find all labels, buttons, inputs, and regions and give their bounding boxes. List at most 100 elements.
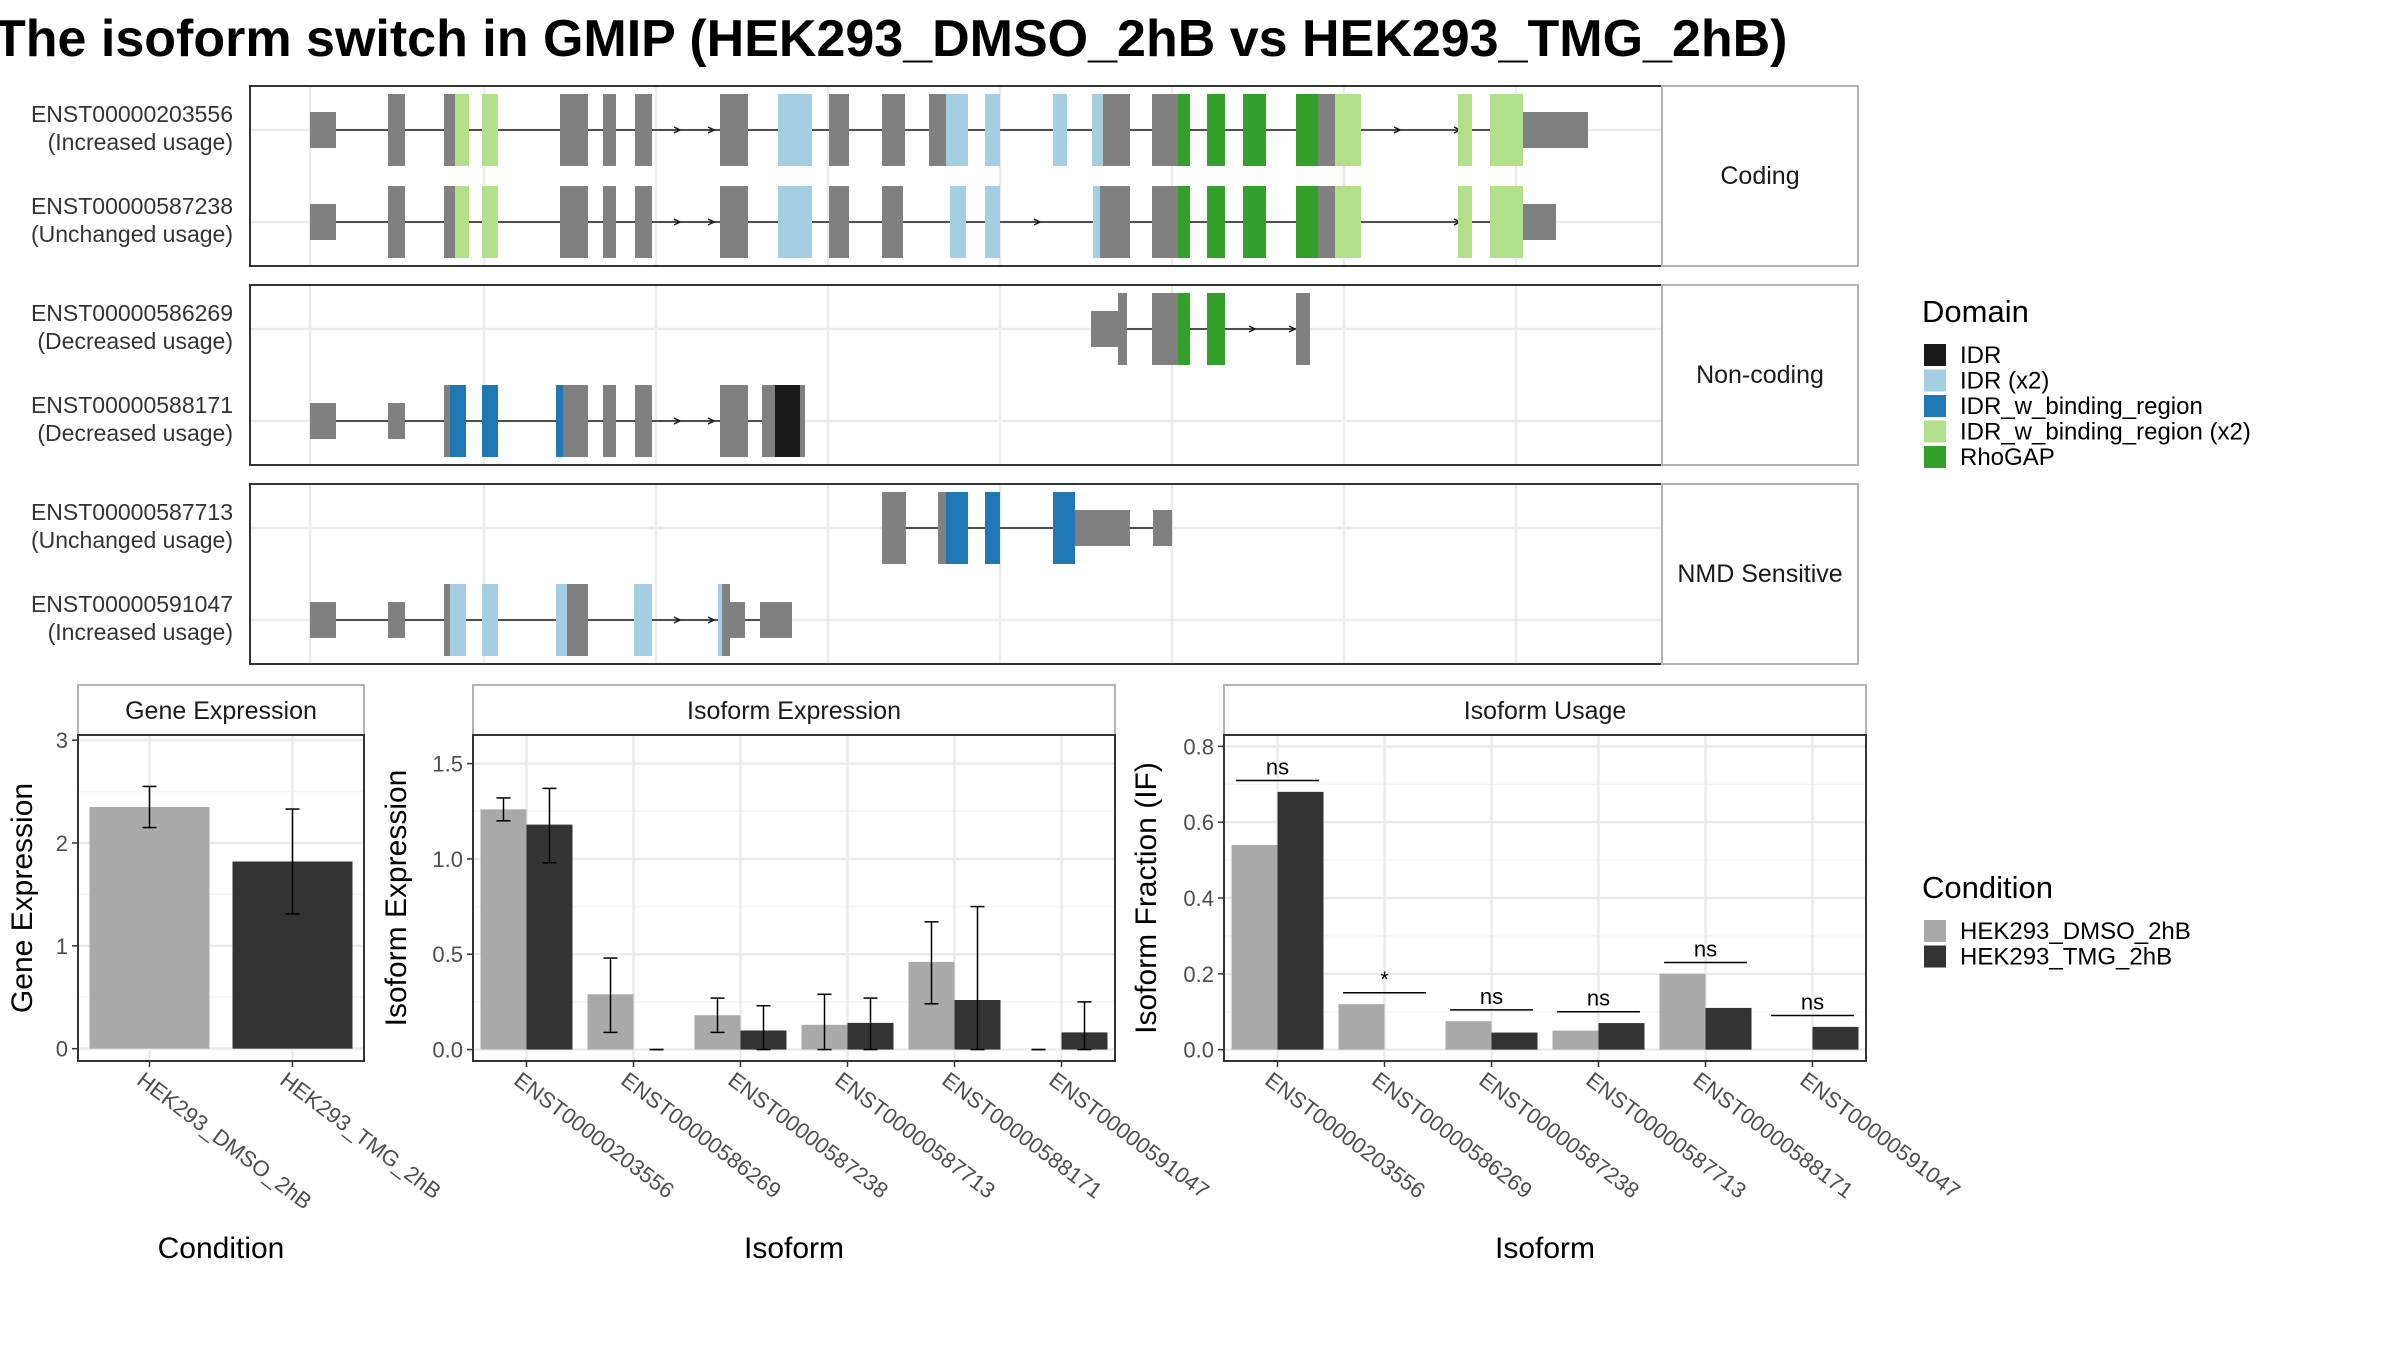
- y-tick-label: 0.5: [432, 942, 463, 967]
- domain-exon: [775, 385, 800, 457]
- bar: [480, 809, 527, 1050]
- x-axis-title: Isoform: [744, 1232, 844, 1265]
- intron-arrow: [1033, 218, 1042, 226]
- domain-exon: [634, 584, 652, 656]
- bar: [1812, 1026, 1859, 1050]
- exon: [388, 94, 405, 166]
- panel-strip: [1223, 684, 1867, 736]
- domain-exon: [556, 584, 567, 656]
- legend-label: HEK293_TMG_2hB: [1960, 944, 2172, 971]
- exon: [1153, 510, 1172, 546]
- error-bar: [603, 957, 618, 1034]
- transcript-row: ENST00000587238(Unchanged usage): [31, 186, 1556, 258]
- error-bar: [1077, 1001, 1092, 1051]
- exon: [560, 186, 588, 258]
- intron-arrow: [707, 218, 716, 226]
- exon: [1152, 94, 1178, 166]
- exon: [720, 385, 748, 457]
- domain-exon: [482, 385, 498, 457]
- significance-label: ns: [1480, 984, 1503, 1009]
- plot-background: [473, 735, 1115, 1061]
- x-axis-title: Condition: [158, 1232, 285, 1265]
- panel-strip: [77, 684, 365, 736]
- y-tick-label: 1: [56, 934, 68, 959]
- error-bar: [542, 787, 557, 864]
- error-bar: [142, 785, 157, 829]
- domain-exon: [1053, 492, 1075, 564]
- error-bar: [710, 997, 725, 1034]
- exon: [1152, 186, 1178, 258]
- exon: [1318, 94, 1335, 166]
- y-tick-label: 0.6: [1183, 810, 1214, 835]
- domain-exon: [946, 492, 968, 564]
- bar: [1277, 791, 1324, 1050]
- domain-exon: [1207, 94, 1225, 166]
- exon: [563, 385, 588, 457]
- y-tick-label: 0.4: [1183, 886, 1214, 911]
- bar: [1338, 1004, 1385, 1050]
- exon: [1523, 204, 1556, 240]
- transcript-row: ENST00000587713(Unchanged usage): [31, 492, 1172, 564]
- facet-strip: [1661, 483, 1859, 665]
- y-axis-title: Gene Expression: [6, 783, 39, 1013]
- y-axis-title: Isoform Expression: [380, 770, 413, 1027]
- legend-key: [1924, 920, 1946, 942]
- exon: [1075, 510, 1130, 546]
- domain-exon: [1207, 186, 1225, 258]
- exon: [829, 94, 849, 166]
- transcript-id: ENST00000586269: [31, 300, 233, 326]
- domain-exon: [455, 94, 469, 166]
- legend-key: [1924, 420, 1946, 443]
- intron-arrow: [1393, 126, 1402, 134]
- significance-label: *: [1380, 967, 1389, 992]
- exon: [388, 602, 405, 638]
- exon: [635, 385, 652, 457]
- y-tick-label: 0.0: [432, 1038, 463, 1063]
- legend-label: IDR (x2): [1960, 368, 2049, 395]
- legend-key: [1924, 446, 1946, 468]
- domain-exon: [450, 584, 466, 656]
- intron-arrow: [707, 616, 716, 624]
- intron-arrow: [1248, 325, 1257, 333]
- intron-arrow: [707, 417, 716, 425]
- y-tick-label: 0.0: [1183, 1038, 1214, 1063]
- transcript-usage: (Decreased usage): [37, 420, 233, 446]
- facet-strip: [1661, 85, 1859, 267]
- legend-label: HEK293_DMSO_2hB: [1960, 918, 2191, 945]
- chart-title: Isoform Usage: [1464, 697, 1627, 725]
- legend-label: RhoGAP: [1960, 444, 2055, 471]
- bar: [1445, 1021, 1492, 1050]
- transcript-id: ENST00000203556: [31, 101, 233, 127]
- domain-exon: [1296, 186, 1318, 258]
- legend-label: IDR_w_binding_region: [1960, 393, 2203, 420]
- domain-exon: [985, 492, 1000, 564]
- domain-exon: [1490, 186, 1523, 258]
- exon: [1318, 186, 1335, 258]
- exon: [310, 112, 336, 148]
- transcript-usage: (Decreased usage): [37, 328, 233, 354]
- transcript-id: ENST00000591047: [31, 591, 233, 617]
- domain-legend-title: Domain: [1922, 294, 2029, 329]
- domain-exon: [1178, 293, 1190, 365]
- exon: [310, 602, 336, 638]
- transcript-id: ENST00000587238: [31, 193, 233, 219]
- y-tick-label: 1.5: [432, 752, 463, 777]
- domain-exon: [778, 94, 812, 166]
- plot-border: [1223, 734, 1867, 1062]
- transcript-usage: (Increased usage): [48, 129, 233, 155]
- transcript-id: ENST00000587713: [31, 499, 233, 525]
- domain-exon: [482, 186, 498, 258]
- error-bar: [924, 921, 939, 1005]
- exon: [882, 186, 903, 258]
- intron-arrow: [1288, 325, 1297, 333]
- transcript-usage: (Increased usage): [48, 619, 233, 645]
- exon: [635, 186, 652, 258]
- bar: [1231, 844, 1278, 1050]
- exon: [1152, 293, 1178, 365]
- exon: [762, 385, 775, 457]
- significance-label: ns: [1587, 986, 1610, 1011]
- bar: [1552, 1030, 1599, 1050]
- bar: [1598, 1023, 1645, 1050]
